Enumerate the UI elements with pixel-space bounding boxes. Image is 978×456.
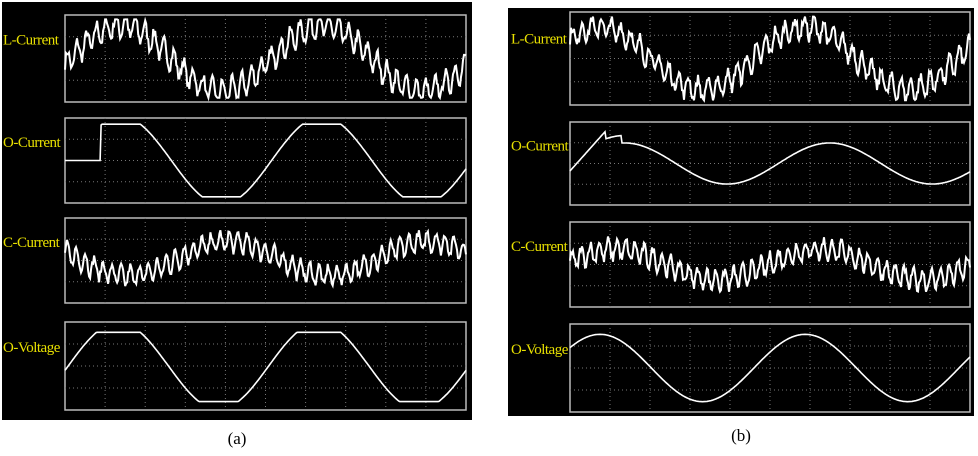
trace-label: O-Voltage bbox=[511, 342, 569, 358]
figure: (a) (b) L-Current O-Current C-Current O-Vol… bbox=[0, 0, 978, 456]
trace-label: L-Current bbox=[3, 33, 60, 49]
panel-background bbox=[508, 8, 974, 416]
trace-label: L-Current bbox=[511, 31, 568, 47]
trace-label: O-Voltage bbox=[3, 340, 61, 356]
panel-caption: (a) bbox=[228, 429, 247, 448]
trace-label: C-Current bbox=[3, 235, 61, 251]
trace-label: O-Current bbox=[511, 138, 569, 154]
trace-label: C-Current bbox=[511, 239, 569, 255]
panel-caption: (b) bbox=[731, 426, 751, 445]
trace-label: O-Current bbox=[3, 135, 61, 151]
